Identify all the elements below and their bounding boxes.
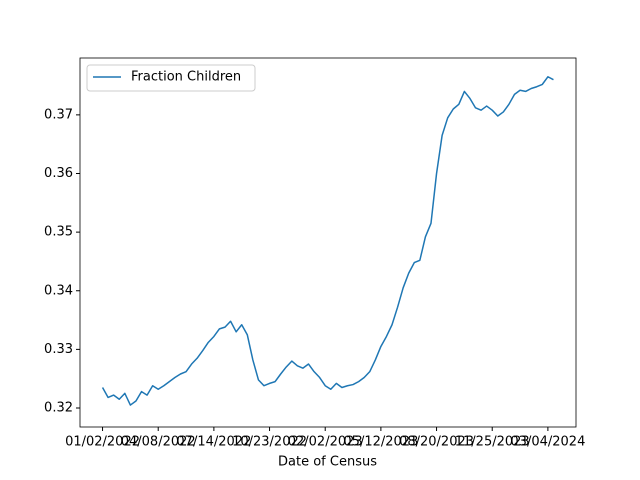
y-tick-label: 0.35 [44, 225, 73, 240]
legend: Fraction Children [86, 64, 256, 92]
y-tick-label: 0.37 [44, 107, 73, 122]
y-tick-label: 0.32 [44, 401, 73, 416]
x-tick-label: 11/25/2023 [455, 435, 530, 450]
x-tick-label: 05/12/2023 [343, 435, 418, 450]
plot-frame [79, 57, 577, 428]
y-tick-label: 0.36 [44, 166, 73, 181]
x-axis-label: Date of Census [278, 455, 377, 470]
y-tick-label: 0.33 [44, 342, 73, 357]
legend-box [86, 64, 256, 92]
x-tick-label: 10/23/2022 [232, 435, 307, 450]
x-tick-label: 01/02/2022 [65, 435, 140, 450]
x-tick-label: 02/02/2023 [288, 435, 363, 450]
x-tick-label: 03/04/2024 [510, 435, 585, 450]
y-tick-label: 0.34 [44, 283, 73, 298]
x-tick-label: 08/20/2023 [399, 435, 474, 450]
x-tick-label: 07/14/2022 [176, 435, 251, 450]
data-line [101, 76, 554, 406]
x-tick-label: 04/08/2022 [121, 435, 196, 450]
legend-label: Fraction Children [131, 70, 241, 85]
